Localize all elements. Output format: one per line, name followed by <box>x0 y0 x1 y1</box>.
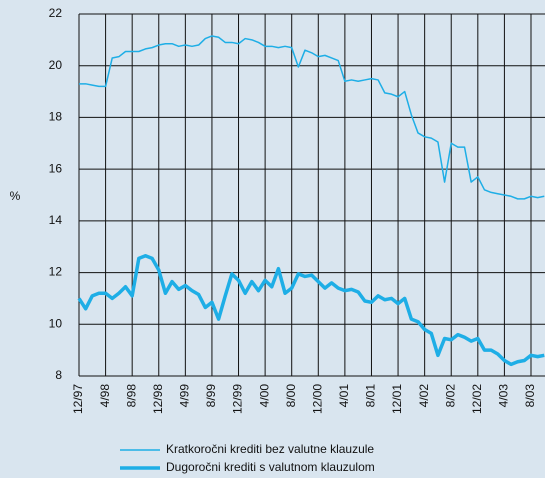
x-tick-label: 12/00 <box>310 384 324 414</box>
x-tick-label: 8/02 <box>443 384 457 408</box>
x-tick-label: 12/98 <box>151 384 165 414</box>
x-tick-label: 4/99 <box>178 384 192 408</box>
y-tick-label: 20 <box>49 58 63 72</box>
x-tick-label: 4/02 <box>417 384 431 408</box>
series-line <box>77 254 545 367</box>
x-tick-label: 8/00 <box>284 384 298 408</box>
x-tick-label: 4/01 <box>337 384 351 408</box>
x-tick-label: 4/03 <box>497 384 511 408</box>
x-tick-label: 12/01 <box>390 384 404 414</box>
x-tick-label: 12/02 <box>470 384 484 414</box>
x-tick-label: 8/98 <box>124 384 138 408</box>
x-tick-label: 12/97 <box>71 384 85 414</box>
y-axis-label: % <box>10 189 21 203</box>
x-tick-label: 4/00 <box>257 384 271 408</box>
y-tick-label: 8 <box>55 368 62 382</box>
series-line <box>79 35 545 200</box>
x-tick-label: 8/03 <box>523 384 537 408</box>
y-tick-label: 14 <box>49 213 63 227</box>
y-tick-label: 16 <box>49 161 63 175</box>
x-tick-label: 12/99 <box>231 384 245 414</box>
legend-label: Kratkoročni krediti bez valutne klauzule <box>166 442 374 456</box>
x-tick-label: 8/01 <box>364 384 378 408</box>
x-tick-label: 4/98 <box>98 384 112 408</box>
y-tick-label: 10 <box>49 316 63 330</box>
x-tick-label: 8/99 <box>204 384 218 408</box>
legend-label: Dugoročni krediti s valutnom klauzulom <box>166 460 375 474</box>
y-tick-label: 22 <box>49 6 63 20</box>
y-tick-label: 12 <box>49 265 63 279</box>
y-tick-label: 18 <box>49 110 63 124</box>
